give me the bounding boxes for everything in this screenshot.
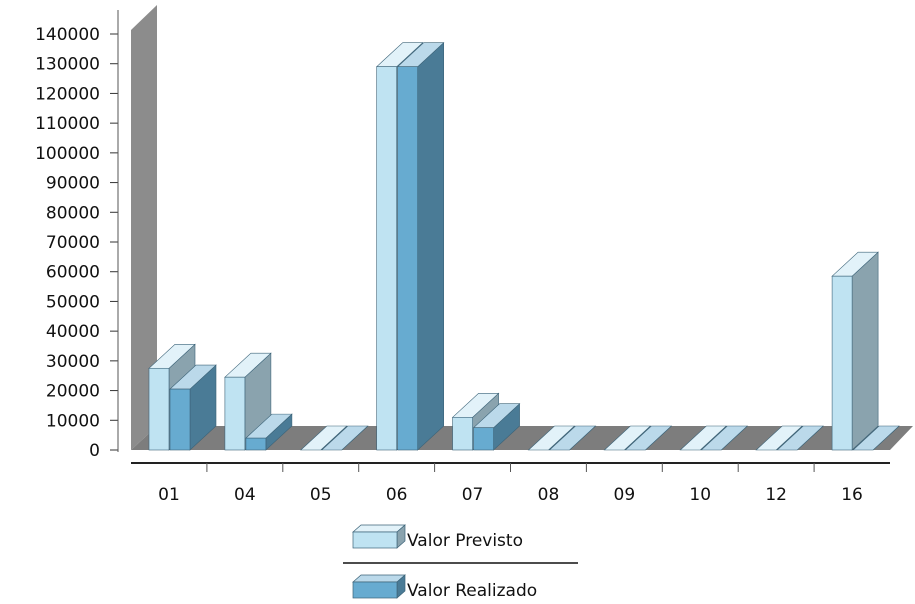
y-tick-label: 140000 xyxy=(35,25,100,45)
legend-item: Valor Realizado xyxy=(352,574,537,601)
x-tick-label: 10 xyxy=(689,485,711,505)
bar-realizado-08 xyxy=(548,425,597,451)
bar-front-face xyxy=(148,367,170,451)
bar-front-face xyxy=(224,376,246,451)
bar-realizado-09 xyxy=(624,425,673,451)
legend-swatch xyxy=(352,531,398,549)
bar-top-face xyxy=(755,425,803,451)
bar-previsto-09 xyxy=(603,425,652,451)
bar-realizado-10 xyxy=(700,425,749,451)
y-tick-label: 0 xyxy=(89,441,100,461)
bar-top-face xyxy=(679,425,728,451)
y-tick-label: 90000 xyxy=(46,174,100,194)
bar-front-face xyxy=(473,427,494,451)
bar-previsto-16 xyxy=(831,251,879,451)
bar-front-face xyxy=(376,66,398,451)
bar-top-face xyxy=(852,425,900,451)
y-tick-label: 60000 xyxy=(46,263,100,283)
legend-label: Valor Previsto xyxy=(407,531,523,551)
bar-previsto-05 xyxy=(300,425,348,451)
x-axis: 01 04 05 06 07 08 09 10 12 16 xyxy=(131,462,890,505)
y-tick-label: 30000 xyxy=(46,352,100,372)
bar-front-face xyxy=(397,66,419,451)
bar-previsto-12 xyxy=(755,425,803,451)
legend-swatch-top xyxy=(352,524,406,533)
x-tick-label: 07 xyxy=(462,485,484,505)
y-tick-label: 120000 xyxy=(35,84,100,104)
bar-top-face xyxy=(321,425,369,451)
y-tick-label: 130000 xyxy=(35,55,100,75)
bar-side-face xyxy=(851,251,879,451)
bar-top-face xyxy=(527,425,576,451)
y-tick-label: 40000 xyxy=(46,322,100,342)
legend-label: Valor Realizado xyxy=(407,581,537,601)
y-axis: 0 10000 20000 30000 40000 50000 60000 70000 8000… xyxy=(35,10,119,461)
y-tick-label: 50000 xyxy=(46,292,100,312)
x-tick-label: 16 xyxy=(841,485,863,505)
bar-previsto-04 xyxy=(224,352,272,451)
y-tick-label: 10000 xyxy=(46,411,100,431)
legend: Valor Previsto Valor Realizado xyxy=(343,524,578,601)
x-tick-label: 05 xyxy=(310,485,332,505)
x-tick-label: 09 xyxy=(614,485,636,505)
bar-top-face xyxy=(603,425,652,451)
bar-realizado-05 xyxy=(321,425,369,451)
x-tick-label: 12 xyxy=(765,485,787,505)
bar-top-face xyxy=(776,425,824,451)
x-tick-label: 08 xyxy=(538,485,560,505)
left-wall xyxy=(131,5,157,450)
y-tick-label: 110000 xyxy=(35,114,100,134)
bar-realizado-07 xyxy=(472,403,521,451)
bar-front-face xyxy=(452,417,473,451)
bar-realizado-12 xyxy=(776,425,824,451)
bar-realizado-04 xyxy=(245,413,293,451)
legend-swatch xyxy=(352,581,398,599)
bars-group xyxy=(148,42,900,451)
y-tick-label: 100000 xyxy=(35,144,100,164)
bar-front-face xyxy=(169,388,191,451)
x-tick-label: 06 xyxy=(386,485,408,505)
y-tick-label: 20000 xyxy=(46,382,100,402)
y-tick-label: 80000 xyxy=(46,203,100,223)
bar-front-face xyxy=(831,275,853,451)
bar-previsto-08 xyxy=(527,425,576,451)
bar-top-face xyxy=(300,425,348,451)
bar-realizado-06 xyxy=(396,42,445,451)
bar-top-face xyxy=(548,425,597,451)
x-tick-label: 04 xyxy=(234,485,256,505)
bar-top-face xyxy=(624,425,673,451)
bar-realizado-16 xyxy=(852,425,900,451)
legend-swatch-top xyxy=(352,574,406,583)
bar-previsto-10 xyxy=(679,425,728,451)
bar-front-face xyxy=(245,437,267,451)
x-tick-label: 01 xyxy=(158,485,180,505)
bar-top-face xyxy=(700,425,749,451)
legend-item: Valor Previsto xyxy=(352,524,523,551)
bar-realizado-01 xyxy=(169,364,217,451)
y-tick-label: 70000 xyxy=(46,233,100,253)
bar-side-face xyxy=(417,42,445,451)
